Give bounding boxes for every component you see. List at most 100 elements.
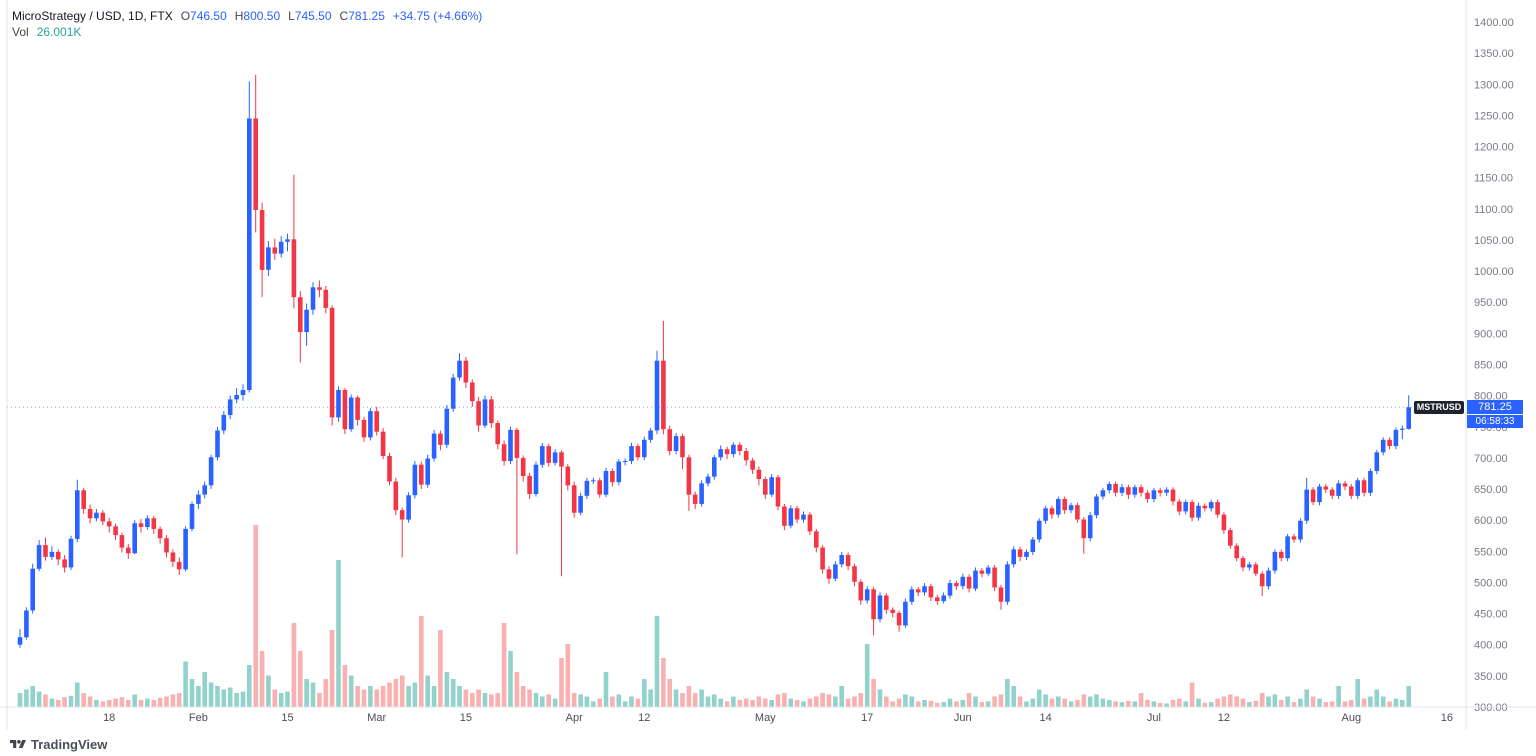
- price-axis-label: 800.00: [1474, 391, 1508, 403]
- volume-bar: [565, 644, 571, 707]
- candle-body: [438, 433, 443, 445]
- candle-body: [444, 408, 450, 445]
- candle-body: [272, 247, 278, 254]
- volume-bar: [1342, 701, 1348, 707]
- volume-bar: [68, 695, 74, 707]
- volume-bar: [463, 689, 469, 707]
- candle-body: [1043, 508, 1048, 521]
- candle-body: [470, 382, 475, 402]
- price-axis-label: 1150.00: [1474, 173, 1513, 185]
- candle-body: [100, 512, 106, 522]
- candle-body: [769, 477, 774, 495]
- candle-body: [266, 247, 271, 270]
- volume-bar: [329, 630, 335, 707]
- candle-body: [132, 523, 137, 554]
- price-axis[interactable]: 1400.00 1350.00 1300.00 1250.00 1200.00 1150.…: [1465, 0, 1514, 730]
- candlestick-chart[interactable]: 1400.00 1350.00 1300.00 1250.00 1200.00 1150.…: [0, 0, 1536, 730]
- volume-bar: [208, 682, 214, 707]
- candle-body: [1234, 545, 1239, 559]
- time-axis-label: Jul: [1147, 712, 1161, 724]
- candle-body: [336, 390, 341, 418]
- candle-body: [858, 581, 864, 601]
- volume-bar: [157, 697, 163, 707]
- price-axis-label: 500.00: [1474, 577, 1508, 589]
- volume-bar: [406, 686, 411, 707]
- candle-body: [1247, 564, 1252, 568]
- volume-bar: [259, 651, 265, 707]
- volume-bar: [100, 701, 106, 707]
- candle-body: [514, 429, 520, 458]
- volume-bar: [858, 693, 864, 707]
- volume-bar: [470, 693, 475, 707]
- candle-body: [310, 287, 316, 310]
- time-axis-label: Feb: [189, 712, 208, 724]
- candle-body: [1068, 505, 1074, 511]
- candle-body: [1342, 483, 1348, 487]
- candle-body: [1189, 502, 1195, 518]
- candle-body: [642, 439, 647, 458]
- chart-plot-area[interactable]: 1400.00 1350.00 1300.00 1250.00 1200.00 1150.…: [0, 0, 1536, 730]
- volume-bar: [380, 686, 386, 707]
- volume-bar: [457, 686, 462, 707]
- price-axis-label: 1050.00: [1474, 235, 1514, 247]
- volume-bar: [1081, 694, 1087, 707]
- candle-body: [476, 401, 481, 426]
- volume-bar: [1400, 700, 1405, 707]
- candle-body: [692, 494, 698, 504]
- candle-body: [877, 595, 883, 620]
- price-axis-label: 1350.00: [1474, 48, 1514, 60]
- candle-body: [610, 471, 615, 483]
- candle-body: [540, 446, 545, 465]
- candle-body: [412, 464, 418, 496]
- volume-bar: [272, 689, 278, 707]
- candle-body: [49, 551, 55, 557]
- candle-body: [903, 601, 908, 626]
- volume-bar: [833, 696, 838, 707]
- volume-bar: [629, 696, 634, 707]
- volume-bar: [1234, 696, 1239, 707]
- volume-bar: [17, 693, 23, 707]
- volume-bar: [1145, 700, 1150, 707]
- candle-body: [355, 397, 360, 420]
- volume-bar: [661, 658, 666, 707]
- volume-bar: [718, 698, 723, 707]
- candle-body: [323, 289, 329, 308]
- candle-body: [457, 360, 462, 378]
- candle-body: [1138, 487, 1144, 493]
- symbol-title[interactable]: MicroStrategy / USD, 1D, FTX: [12, 9, 173, 23]
- volume-bar: [527, 689, 532, 707]
- tradingview-brand[interactable]: TradingView: [31, 737, 108, 752]
- volume-bar: [438, 630, 443, 707]
- candle-body: [686, 457, 692, 495]
- volume-bar: [119, 697, 125, 707]
- candle-body: [915, 589, 921, 593]
- volume-bar: [884, 696, 889, 707]
- candle-body: [30, 568, 35, 611]
- time-axis-label: Jun: [954, 712, 972, 724]
- candle-body: [368, 411, 373, 438]
- volume-bar: [1138, 693, 1144, 707]
- volume-bar: [323, 679, 329, 707]
- candle-body: [661, 360, 666, 430]
- volume-bar: [775, 694, 781, 707]
- candle-body: [1380, 439, 1386, 453]
- volume-bar: [1036, 689, 1042, 707]
- volume-bar: [310, 682, 316, 707]
- volume-bar: [1030, 698, 1036, 707]
- time-axis[interactable]: 18 Feb 15 Mar 15 Apr 12 May 17 Jun 14 Jul 12 Aug 16: [0, 706, 1536, 724]
- volume-bar: [196, 686, 201, 707]
- volume-bar: [635, 698, 641, 707]
- price-axis-label: 1300.00: [1474, 79, 1514, 91]
- volume-bar: [1177, 698, 1182, 707]
- tradingview-logo-icon[interactable]: [10, 738, 26, 751]
- volume-bar: [489, 694, 494, 707]
- candle-body: [737, 444, 743, 451]
- candle-body: [81, 490, 86, 509]
- volume-bar: [871, 679, 876, 707]
- volume-bar: [1291, 702, 1297, 707]
- volume-bar: [686, 686, 692, 707]
- volume-bar: [1011, 686, 1016, 707]
- time-axis-label: 15: [281, 712, 293, 724]
- candle-body: [463, 360, 469, 383]
- candle-body: [1279, 551, 1284, 559]
